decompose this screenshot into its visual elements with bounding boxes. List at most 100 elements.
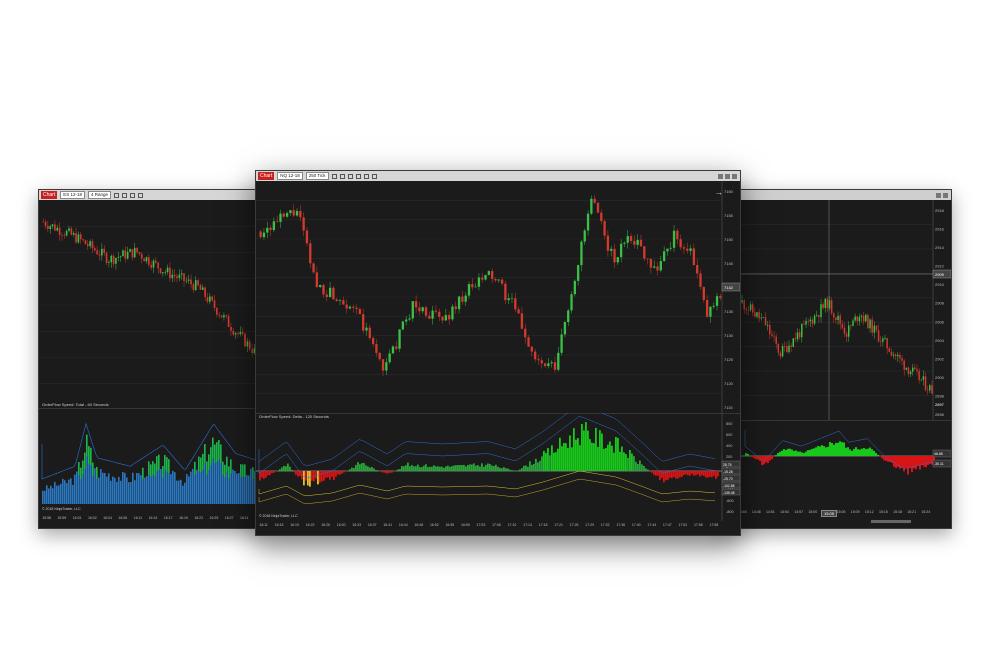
crosshair-icon[interactable]	[114, 192, 120, 198]
candle-body	[209, 296, 211, 302]
maximize-icon[interactable]	[725, 173, 730, 179]
volume-bar	[70, 478, 72, 504]
volume-bar	[84, 452, 86, 504]
volume-bar	[110, 480, 112, 504]
candle-body	[882, 338, 884, 342]
candle-body	[58, 227, 61, 235]
volume-bar	[244, 464, 246, 504]
bullish-bar	[591, 442, 593, 471]
bullish-bar	[787, 448, 789, 456]
bullish-bar	[645, 468, 647, 471]
candle-body	[884, 338, 886, 339]
time-axis-label: 17:03	[476, 523, 486, 527]
bullish-bar	[627, 457, 629, 471]
drawing-tools-icon[interactable]	[347, 173, 353, 179]
candle-body	[603, 221, 606, 236]
candle-body	[862, 315, 865, 322]
center-toolbar: Chart NQ 12-18 250 Tick	[256, 171, 740, 181]
minimize-icon[interactable]	[936, 192, 941, 198]
chart-tab[interactable]: Chart	[41, 191, 58, 199]
candle-body	[84, 240, 87, 245]
close-icon[interactable]	[943, 192, 948, 198]
properties-icon[interactable]	[138, 192, 144, 198]
bearish-bar	[293, 471, 295, 473]
drawing-tools-icon[interactable]	[130, 192, 136, 198]
candle-body	[411, 301, 414, 319]
bullish-bar	[373, 468, 375, 471]
bullish-bar	[607, 444, 609, 471]
right-indicator-panel[interactable]: 46.65 -30.11	[721, 420, 951, 508]
volume-bar	[136, 473, 138, 504]
properties-icon[interactable]	[355, 173, 361, 179]
candle-body	[42, 221, 44, 223]
candle-body	[124, 250, 127, 259]
bullish-bar	[559, 437, 561, 471]
candle-body	[98, 254, 101, 256]
candle-body	[173, 274, 176, 277]
right-price-panel[interactable]: 2918 2916 2914 2912 2910 2908 2906 2904 2902 2900…	[721, 200, 951, 420]
close-icon[interactable]	[732, 173, 737, 179]
candle-body	[225, 315, 228, 317]
bullish-bar	[419, 467, 421, 471]
zoom-icon[interactable]	[339, 173, 345, 179]
right-scrollbar[interactable]	[871, 520, 911, 523]
time-axis-label: 15:59	[57, 516, 67, 520]
time-axis-label: 17:32	[600, 523, 610, 527]
bullish-bar	[465, 466, 467, 471]
candle-body	[567, 310, 570, 323]
interval-selector[interactable]: 4 Range	[88, 191, 112, 199]
crosshair-icon[interactable]	[331, 173, 337, 179]
interval-selector[interactable]: 250 Tick	[305, 172, 329, 180]
data-box-icon[interactable]	[363, 173, 369, 179]
instrument-selector[interactable]: NQ 12-18	[277, 172, 303, 180]
bullish-bar	[793, 451, 795, 456]
candle-body	[110, 255, 113, 263]
bullish-bar	[549, 455, 551, 471]
candle-body	[907, 367, 910, 375]
templates-icon[interactable]	[371, 173, 377, 179]
candle-body	[682, 247, 686, 249]
time-axis-label: 17:47	[662, 523, 672, 527]
bullish-bar	[495, 464, 497, 471]
bullish-bar	[489, 463, 491, 471]
candle-body	[70, 228, 73, 235]
candle-body	[79, 234, 82, 240]
bullish-bar	[224, 464, 226, 478]
bullish-bar	[443, 467, 445, 471]
bullish-bar	[252, 467, 254, 479]
volume-bar	[186, 474, 188, 504]
center-indicator-panel[interactable]: 8006004002000-200-400-600-80028.75-15.28…	[256, 413, 740, 521]
time-axis-label: 16:11	[259, 523, 268, 527]
candle-body	[629, 236, 633, 241]
left-indicator-panel[interactable]	[39, 408, 267, 508]
candle-body	[527, 337, 530, 347]
bearish-bar	[705, 471, 707, 478]
bullish-bar	[202, 453, 204, 470]
bullish-bar	[539, 460, 541, 471]
bearish-bar	[881, 456, 883, 459]
bearish-bar	[267, 471, 269, 476]
candle-body	[712, 305, 715, 307]
candle-body	[794, 338, 797, 340]
volume-bar	[202, 453, 204, 504]
volume-bar	[98, 477, 100, 504]
zoom-icon[interactable]	[122, 192, 128, 198]
candle-body	[159, 268, 162, 274]
candle-body	[77, 234, 80, 243]
candle-body	[500, 279, 504, 284]
center-price-panel[interactable]: 7160715571507145714071357130712571207115…	[256, 181, 740, 413]
price-axis-label: 2900	[935, 375, 945, 380]
indicator-scale-label: -800	[726, 510, 734, 514]
minimize-icon[interactable]	[718, 173, 723, 179]
candle-body	[405, 319, 408, 322]
bearish-bar	[769, 456, 771, 461]
chart-tab[interactable]: Chart	[258, 172, 275, 180]
time-axis-label: 17:14	[523, 523, 532, 527]
bullish-bar	[523, 465, 525, 471]
volume-bar	[152, 461, 154, 504]
candle-body	[783, 346, 786, 347]
band-line	[41, 422, 263, 480]
instrument-selector[interactable]: ES 12-18	[60, 191, 85, 199]
bullish-bar	[517, 470, 519, 471]
left-price-panel[interactable]	[39, 200, 267, 410]
